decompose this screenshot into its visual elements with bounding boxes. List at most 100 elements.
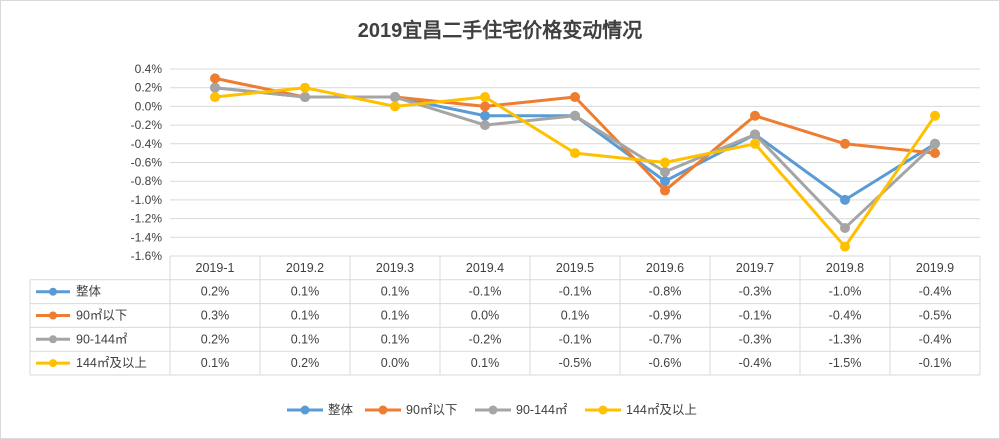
data-point: [390, 101, 400, 112]
table-cell-value: -0.4%: [739, 356, 772, 370]
data-point: [660, 176, 670, 187]
legend: 整体 90㎡以下 90-144㎡ 144㎡及以上: [287, 402, 697, 417]
legend-label: 整体: [328, 402, 354, 417]
table-cell-value: -0.4%: [919, 285, 952, 299]
table-cell-value: -0.1%: [559, 285, 592, 299]
data-point: [660, 185, 670, 196]
legend-label: 90㎡以下: [406, 403, 457, 417]
y-tick-label: -0.8%: [131, 174, 163, 188]
x-category-label: 2019.7: [736, 261, 774, 275]
legend-marker: [378, 405, 388, 415]
x-category-label: 2019.4: [466, 261, 504, 275]
data-point: [300, 82, 310, 93]
table-cell-value: 0.2%: [201, 285, 230, 299]
table-cell-value: -0.9%: [649, 309, 682, 323]
legend-label: 144㎡及以上: [626, 403, 697, 417]
data-point: [570, 148, 580, 159]
data-point: [210, 73, 220, 84]
data-point: [390, 92, 400, 103]
data-point: [570, 92, 580, 103]
data-point: [930, 138, 940, 149]
table-cell-value: -0.3%: [739, 285, 772, 299]
table-cell-value: 0.1%: [381, 309, 410, 323]
table-cell-value: 0.0%: [471, 309, 500, 323]
legend-marker: [598, 405, 608, 415]
legend-label: 90-144㎡: [516, 403, 568, 417]
table-cell-value: -0.1%: [559, 332, 592, 346]
y-tick-label: 0.0%: [135, 99, 163, 113]
data-point: [840, 138, 850, 149]
table-cell-value: 0.1%: [291, 309, 320, 323]
data-point: [840, 194, 850, 205]
x-category-label: 2019.8: [826, 261, 864, 275]
y-tick-label: -0.4%: [131, 137, 163, 151]
table-cell-value: -0.7%: [649, 332, 682, 346]
data-point: [480, 101, 490, 112]
row-legend-marker: [49, 359, 57, 368]
data-table: 2019-1 2019.2 2019.3 2019.4 2019.5 2019.6 2019…: [29, 256, 981, 376]
x-category-label: 2019.2: [286, 261, 324, 275]
data-point: [930, 148, 940, 159]
data-point: [210, 92, 220, 103]
table-cell-value: 0.3%: [201, 309, 230, 323]
table-cell-value: -0.4%: [919, 332, 952, 346]
table-cell-value: -0.1%: [469, 285, 502, 299]
y-tick-label: -0.2%: [131, 118, 163, 132]
row-series-label: 90㎡以下: [76, 309, 127, 323]
data-point: [300, 92, 310, 103]
table-cell-value: -1.3%: [829, 332, 862, 346]
series-90-144㎡: [210, 82, 940, 233]
data-point: [660, 157, 670, 168]
x-category-label: 2019-1: [196, 261, 235, 275]
data-point: [750, 138, 760, 149]
table-cell-value: 0.1%: [291, 285, 320, 299]
table-cell-value: 0.2%: [201, 332, 230, 346]
row-series-label: 90-144㎡: [76, 332, 128, 346]
data-point: [930, 110, 940, 121]
data-point: [480, 110, 490, 121]
chart-title: 2019宜昌二手住宅价格变动情况: [357, 20, 643, 42]
data-point: [480, 120, 490, 131]
table-cell-value: -0.5%: [559, 356, 592, 370]
data-point: [480, 92, 490, 103]
data-point: [210, 82, 220, 93]
row-legend-marker: [49, 311, 57, 320]
table-cell-value: -0.8%: [649, 285, 682, 299]
data-point: [750, 129, 760, 140]
table-cell-value: 0.0%: [381, 356, 410, 370]
data-point: [840, 222, 850, 233]
table-cell-value: 0.1%: [381, 332, 410, 346]
data-point: [570, 110, 580, 121]
table-cell-value: -0.6%: [649, 356, 682, 370]
table-cell-value: -1.5%: [829, 356, 862, 370]
data-point: [750, 110, 760, 121]
table-cell-value: -0.4%: [829, 309, 862, 323]
table-cell-value: 0.1%: [381, 285, 410, 299]
y-tick-label: 0.2%: [135, 81, 163, 95]
x-category-label: 2019.5: [556, 261, 594, 275]
row-series-label: 144㎡及以上: [76, 356, 147, 370]
table-cell-value: 0.2%: [291, 356, 320, 370]
y-tick-label: -1.6%: [131, 249, 163, 263]
legend-marker: [300, 405, 310, 415]
y-tick-label: -0.6%: [131, 156, 163, 170]
table-cell-value: 0.1%: [291, 332, 320, 346]
series-144㎡及以上: [210, 82, 940, 252]
table-cell-value: 0.1%: [201, 356, 230, 370]
y-tick-label: -1.2%: [131, 212, 163, 226]
table-cell-value: 0.1%: [561, 309, 590, 323]
data-point: [840, 241, 850, 252]
x-category-label: 2019.9: [916, 261, 954, 275]
table-cell-value: -0.1%: [739, 309, 772, 323]
table-cell-value: 0.1%: [471, 356, 500, 370]
legend-marker: [488, 405, 498, 415]
table-cell-value: -0.2%: [469, 332, 502, 346]
x-category-label: 2019.3: [376, 261, 414, 275]
data-point: [660, 166, 670, 177]
table-cell-value: -0.1%: [919, 356, 952, 370]
row-legend-marker: [49, 335, 57, 344]
y-tick-label: -1.0%: [131, 193, 163, 207]
row-series-label: 整体: [76, 284, 102, 299]
